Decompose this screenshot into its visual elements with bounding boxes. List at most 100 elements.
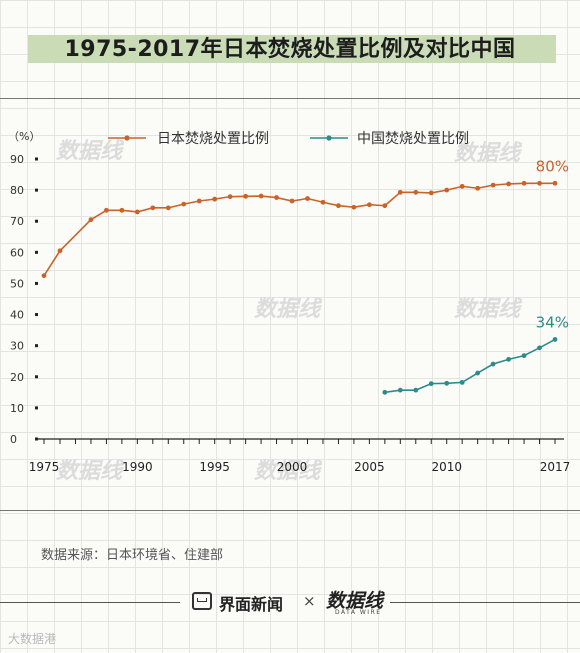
top-rule [0,98,580,99]
x-axis: 1975 1990 1995 2000 2005 2010 2017 [29,438,571,474]
data-point [57,248,63,254]
corner-watermark: 大数据港 [8,632,57,646]
watermark: 数据线 [56,139,125,164]
end-value-label: 34% [536,313,569,331]
data-point [212,196,218,202]
bottom-rule [0,510,580,511]
x-tick-label: 1995 [199,460,230,474]
y-tick-mark [35,250,38,254]
data-point [150,205,156,211]
data-point [41,273,47,279]
x-tick-label: 2005 [354,460,385,474]
data-point [88,217,94,223]
x-tick-label: 2000 [277,460,308,474]
data-point [336,203,341,209]
y-tick-label: 50 [10,277,24,290]
y-axis: 0 10 20 30 40 50 60 70 80 90 [10,153,38,446]
data-point [552,337,558,342]
chart-canvas: 数据线 数据线 数据线 数据线 数据线 数据线 （%） 日本焚烧处置比例 中国焚烧… [8,130,571,484]
y-tick-label: 90 [10,153,24,166]
source-note: 数据来源：日本环境省、住建部 [41,548,224,563]
watermark: 数据线 [454,297,523,322]
y-tick-mark [35,313,38,317]
data-point [258,193,264,199]
legend-swatch-marker [326,135,332,141]
data-point [366,202,372,208]
y-tick-mark [35,344,38,348]
data-point [413,189,419,195]
data-point [320,199,326,205]
data-point [243,193,249,199]
data-point [397,189,403,195]
data-point [444,380,450,386]
end-value-label: 80% [536,157,569,175]
series-line [384,338,556,394]
brand-logo-icon [192,592,212,610]
data-point [351,204,357,210]
data-point [428,381,434,387]
data-point [552,180,558,186]
data-point [537,345,542,351]
y-tick-mark [35,219,38,223]
series-line [43,182,555,277]
data-point [521,353,527,359]
data-point [490,361,496,367]
legend-swatch-marker [124,135,130,141]
y-tick-label: 60 [10,246,24,259]
data-point [506,181,511,187]
series-layer: 80% 34% [41,157,569,395]
footer-logo-sub: DATA WIRE [335,609,382,616]
y-tick-mark [35,281,38,285]
watermark: 数据线 [254,297,323,322]
y-tick-mark [35,406,38,410]
x-tick-label: 1990 [122,460,153,474]
footer: 界面新闻 × 数据线 DATA WIRE [0,588,580,618]
footer-logo: 数据线 [326,590,384,612]
chart-title: 1975-2017年日本焚烧处置比例及对比中国 [64,37,516,62]
footer-divider [0,602,180,603]
y-tick-label: 10 [10,402,24,415]
data-point [305,196,310,201]
data-point [104,207,109,213]
footer-separator: × [303,592,316,610]
y-tick-label: 30 [10,340,24,353]
x-tick-label: 2010 [431,460,462,474]
data-point [521,180,527,186]
y-tick-label: 70 [10,215,24,228]
y-tick-mark [35,188,38,192]
x-tick-label: 2017 [540,460,571,474]
footer-divider [390,602,580,603]
data-point [413,387,419,393]
data-point [196,198,202,204]
data-point [537,180,542,186]
data-point [119,207,125,213]
footer-brand: 界面新闻 [219,595,284,614]
data-point [289,198,295,204]
y-tick-label: 0 [10,433,17,446]
y-tick-mark [35,157,38,161]
data-point [459,183,465,189]
y-tick-label: 80 [10,184,24,197]
data-point [134,209,140,215]
y-tick-mark [35,375,38,379]
data-point [165,205,171,211]
watermarks: 数据线 数据线 数据线 数据线 数据线 数据线 [56,139,523,484]
data-point [274,195,279,200]
legend-label: 中国焚烧处置比例 [357,131,469,147]
data-point [506,356,511,362]
data-point [475,185,481,191]
y-tick-label: 40 [10,309,24,322]
data-point [428,190,434,196]
watermark: 数据线 [254,459,323,484]
data-point [181,201,187,207]
data-point [397,387,403,393]
data-point [490,182,496,188]
watermark: 数据线 [454,141,523,166]
data-point [459,379,465,385]
watermark: 数据线 [56,459,125,484]
y-tick-label: 20 [10,371,24,384]
legend: 日本焚烧处置比例 中国焚烧处置比例 [108,131,469,147]
data-point [475,370,481,376]
x-tick-label: 1975 [29,460,60,474]
data-point [227,194,233,200]
